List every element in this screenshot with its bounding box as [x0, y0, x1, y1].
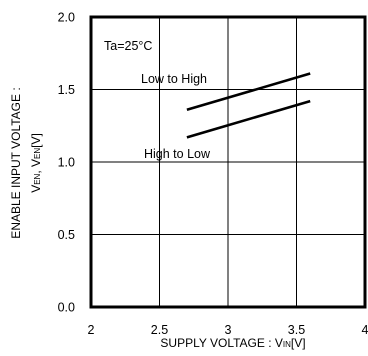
y-axis-title-sub2: EN	[33, 148, 42, 159]
y-axis-title-line2: VEN, VEN[V]	[29, 133, 43, 193]
x-axis-title-unit: [V]	[291, 336, 306, 350]
temperature-annotation: Ta=25°C	[104, 39, 152, 53]
series-label-high-to-low: High to Low	[144, 147, 211, 161]
y-tick-label: 0.5	[58, 228, 75, 242]
grid-lines	[91, 17, 365, 307]
y-tick-label: 0.0	[58, 301, 75, 315]
y-axis-title-mid: , V	[29, 159, 43, 174]
x-tick-label: 2	[88, 323, 95, 337]
y-tick-label: 1.0	[58, 156, 75, 170]
x-tick-label: 3.5	[288, 323, 305, 337]
y-axis-title-main: V	[29, 185, 43, 193]
x-tick-label: 4	[362, 323, 368, 337]
x-axis-title-sub: IN	[283, 340, 291, 349]
y-tick-label: 1.5	[58, 83, 75, 97]
y-tick-label: 2.0	[58, 11, 75, 25]
y-axis-title-sub1: EN	[33, 173, 42, 184]
series-line-0	[186, 72, 311, 112]
x-tick-label: 3	[225, 323, 232, 337]
series-line-1	[186, 99, 311, 139]
series-layer	[186, 72, 311, 139]
x-tick-label: 2.5	[151, 323, 168, 337]
y-axis-title-line1: ENABLE INPUT VOLTAGE :	[9, 87, 23, 238]
x-axis-title-main: SUPPLY VOLTAGE : V	[160, 336, 283, 350]
x-axis-title: SUPPLY VOLTAGE : VIN[V]	[160, 336, 305, 350]
y-axis-title-unit: [V]	[29, 133, 43, 148]
plot-frame	[89, 15, 367, 309]
tick-labels: 2 2.5 3 3.5 4 0.0 0.5 1.0 1.5 2.0	[58, 11, 368, 338]
series-label-low-to-high: Low to High	[141, 72, 207, 86]
